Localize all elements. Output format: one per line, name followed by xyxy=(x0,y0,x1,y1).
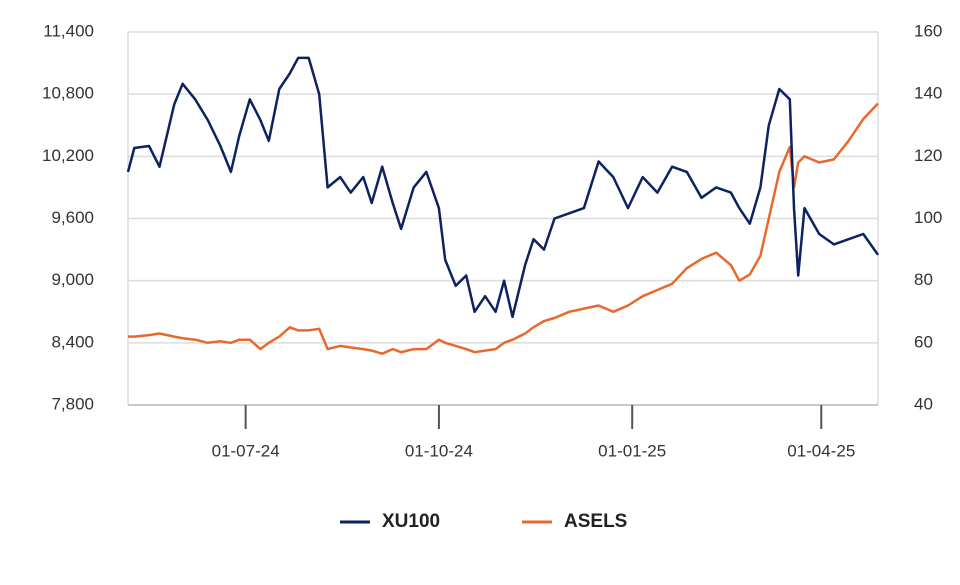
series-line xyxy=(128,102,879,355)
y2-tick-label: 140 xyxy=(914,84,942,103)
y2-tick-label: 100 xyxy=(914,208,942,227)
x-tick-label: 01-04-25 xyxy=(787,441,855,460)
y-tick-label: 10,200 xyxy=(42,146,94,165)
legend-text: ASELS xyxy=(564,511,627,532)
series-line xyxy=(126,56,880,319)
legend-text: XU100 xyxy=(382,511,440,532)
y-tick-label: 7,800 xyxy=(51,394,94,413)
y2-tick-label: 80 xyxy=(914,270,933,289)
y2-tick-label: 40 xyxy=(914,394,933,413)
y2-tick-label: 60 xyxy=(914,332,933,351)
x-tick-label: 01-01-25 xyxy=(598,441,666,460)
y-tick-label: 9,000 xyxy=(51,270,94,289)
y-tick-label: 10,800 xyxy=(42,84,94,103)
x-tick-label: 01-07-24 xyxy=(212,441,280,460)
y-tick-label: 9,600 xyxy=(51,208,94,227)
x-tick-label: 01-10-24 xyxy=(405,441,473,460)
y2-tick-label: 160 xyxy=(914,21,942,40)
y-tick-label: 11,400 xyxy=(43,21,94,40)
y2-tick-label: 120 xyxy=(914,146,942,165)
y-tick-label: 8,400 xyxy=(51,332,94,351)
